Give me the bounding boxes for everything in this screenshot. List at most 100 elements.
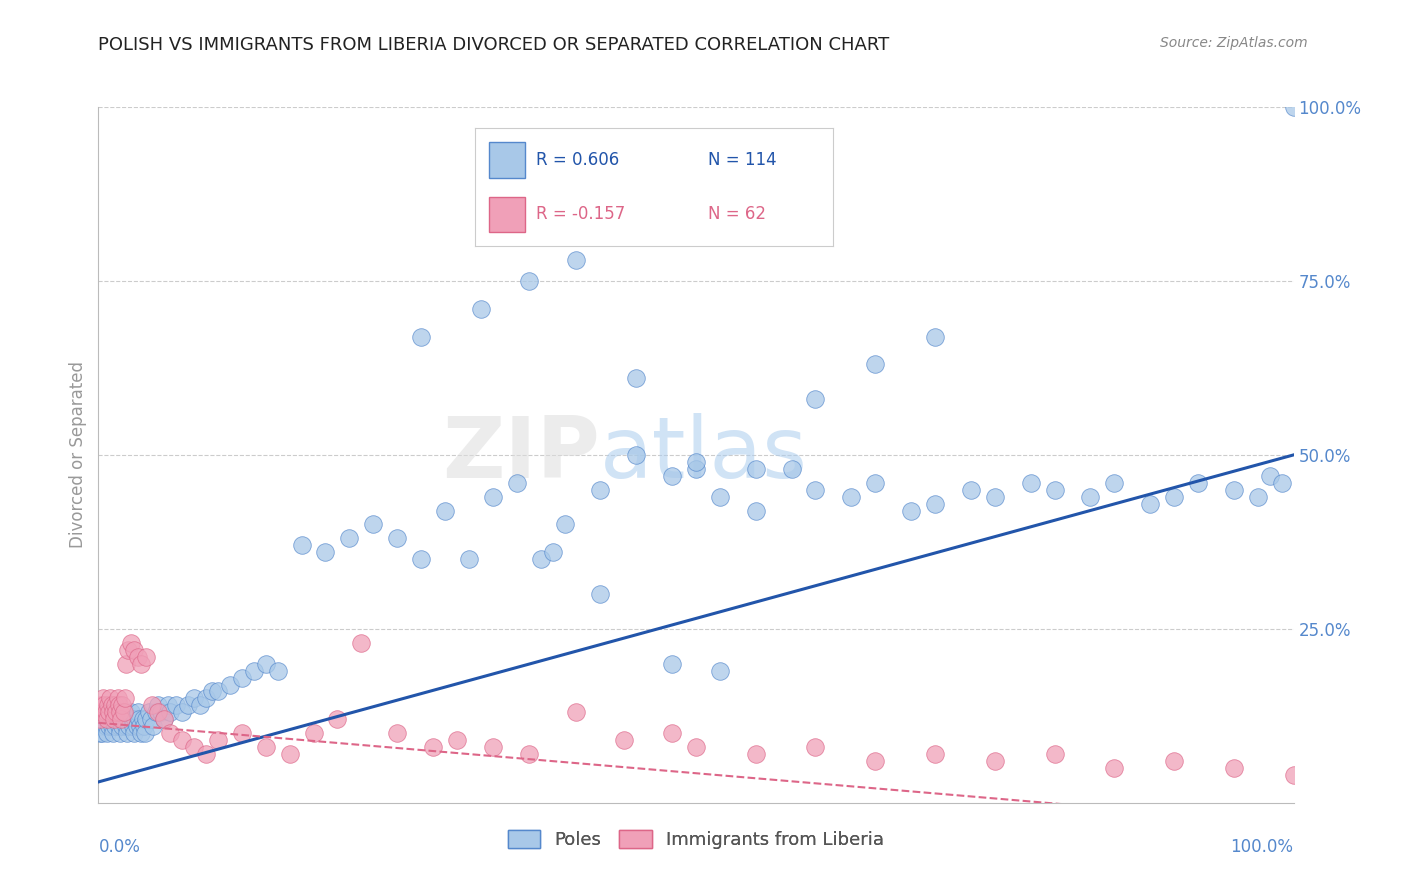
Point [1043,483,1066,497]
Point [900,503,922,517]
Point [112,706,135,720]
Point [114,706,136,720]
Point [148,698,170,713]
Point [517,274,540,288]
Point [135,649,157,664]
Point [661,657,683,671]
Point [101,706,124,720]
Point [118,719,141,733]
Point [127,649,149,664]
Point [156,698,179,713]
Point [219,677,242,691]
Point [90,719,112,733]
Point [94,706,117,720]
Point [326,712,349,726]
Point [105,706,128,720]
Point [124,642,146,657]
Point [121,712,143,726]
Point [446,733,468,747]
Point [1282,768,1305,782]
Point [149,706,172,720]
Point [207,733,229,747]
Point [661,468,683,483]
Point [135,712,157,726]
Text: 0.0%: 0.0% [98,838,141,855]
Point [104,719,127,733]
Point [142,719,165,733]
Point [267,664,290,678]
Point [541,545,564,559]
Point [134,726,156,740]
Point [114,691,136,706]
Point [1019,475,1042,490]
Point [254,740,277,755]
Point [804,740,827,755]
Point [159,706,181,720]
Point [841,490,863,504]
Point [188,698,211,713]
Point [626,371,648,385]
Point [101,726,124,740]
Point [1187,475,1209,490]
Point [107,698,129,713]
Point [100,719,122,733]
Point [131,712,153,726]
Point [172,733,194,747]
Point [91,726,114,740]
Point [1223,483,1246,497]
Point [145,706,167,720]
Point [96,712,118,726]
Point [481,490,505,504]
Point [745,462,768,476]
Point [1163,490,1185,504]
Point [243,664,266,678]
Point [153,712,176,726]
Point [709,664,731,678]
Point [98,719,121,733]
Point [1043,747,1066,761]
Point [129,719,152,733]
Point [1080,490,1102,504]
Point [411,329,433,343]
Text: Source: ZipAtlas.com: Source: ZipAtlas.com [1160,36,1308,50]
Point [97,712,120,726]
Point [153,712,176,726]
Point [1258,468,1281,483]
Point [924,497,946,511]
Point [1139,497,1161,511]
Point [195,691,218,706]
Point [195,747,218,761]
Point [865,475,887,490]
Point [589,483,612,497]
Point [103,712,125,726]
Point [131,726,153,740]
Point [411,552,433,566]
Point [685,455,707,469]
Point [104,698,127,713]
Point [804,483,827,497]
Point [363,517,385,532]
Point [96,726,118,740]
Point [231,726,253,740]
Point [115,726,138,740]
Point [254,657,277,671]
Point [107,691,129,706]
Point [131,657,153,671]
Point [107,712,129,726]
Point [201,684,224,698]
Point [117,642,139,657]
Point [172,706,194,720]
Point [90,698,112,713]
Point [91,691,114,706]
Text: 100.0%: 100.0% [1230,838,1294,855]
Text: atlas: atlas [600,413,808,497]
Point [302,726,325,740]
Point [112,712,135,726]
Point [100,698,122,713]
Point [385,532,409,546]
Point [565,253,588,268]
Point [422,740,444,755]
Point [661,726,683,740]
Point [385,726,409,740]
Point [115,657,138,671]
